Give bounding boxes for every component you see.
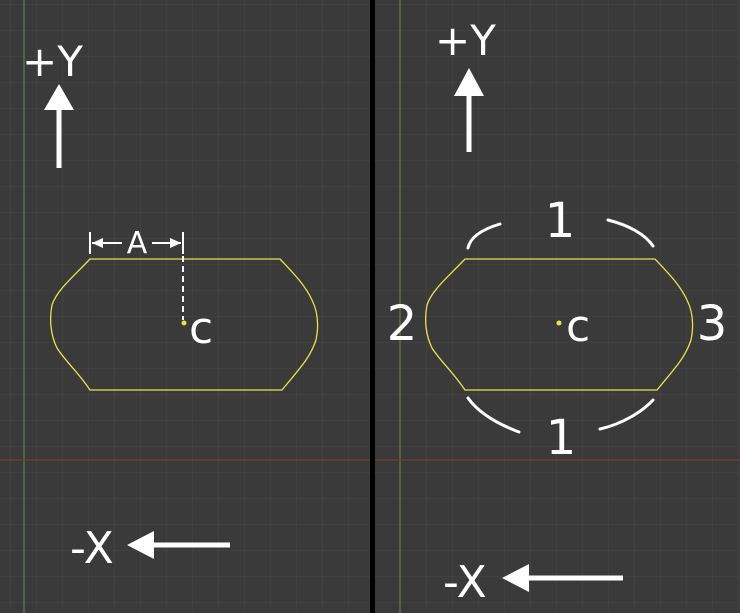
left-center-label: c bbox=[189, 303, 213, 354]
dimension-label: A bbox=[127, 226, 148, 261]
right-center-dot bbox=[556, 320, 562, 326]
bottom-left-bracket bbox=[466, 396, 521, 434]
dimension-arrow-left-icon bbox=[92, 238, 103, 248]
right-up-arrow-head-icon bbox=[454, 68, 484, 96]
edge-right-label: 3 bbox=[697, 296, 728, 352]
top-left-bracket bbox=[466, 222, 502, 250]
right-panel: +Y c 1 1 2 3 -X bbox=[387, 16, 728, 608]
left-shape-outline bbox=[50, 258, 319, 391]
left-x-axis-label: -X bbox=[70, 523, 114, 574]
left-left-arrow-head-icon bbox=[127, 531, 154, 559]
right-shape-outline bbox=[425, 258, 694, 391]
edge-top-label: 1 bbox=[545, 193, 576, 249]
bottom-right-bracket bbox=[598, 398, 655, 431]
right-y-axis-label: +Y bbox=[435, 16, 496, 65]
right-x-axis-label: -X bbox=[443, 557, 487, 608]
edge-left-label: 2 bbox=[387, 296, 418, 352]
dimension-arrow-right-icon bbox=[170, 238, 181, 248]
panel-divider bbox=[370, 0, 375, 613]
left-y-axis-label: +Y bbox=[22, 37, 83, 86]
left-panel: +Y A c -X bbox=[22, 37, 319, 574]
left-center-dot bbox=[181, 320, 187, 326]
top-right-bracket bbox=[606, 218, 655, 248]
right-left-arrow-head-icon bbox=[502, 564, 529, 592]
right-center-label: c bbox=[566, 301, 590, 352]
left-up-arrow-head-icon bbox=[44, 84, 74, 110]
edge-bottom-label: 1 bbox=[546, 410, 577, 466]
